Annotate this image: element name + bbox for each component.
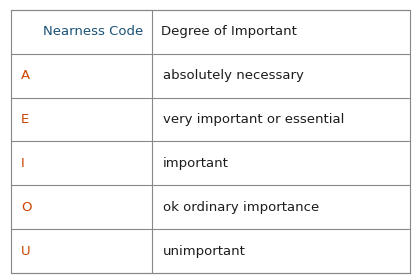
Text: E: E (21, 113, 29, 126)
Text: absolutely necessary: absolutely necessary (163, 69, 304, 82)
Text: O: O (21, 201, 32, 214)
Text: Nearness Code: Nearness Code (44, 25, 144, 38)
Text: Degree of Important: Degree of Important (160, 25, 297, 38)
Text: U: U (21, 244, 31, 258)
Text: important: important (163, 157, 228, 170)
Text: ok ordinary importance: ok ordinary importance (163, 201, 319, 214)
Text: A: A (21, 69, 30, 82)
Text: very important or essential: very important or essential (163, 113, 344, 126)
Text: I: I (21, 157, 25, 170)
Text: unimportant: unimportant (163, 244, 246, 258)
